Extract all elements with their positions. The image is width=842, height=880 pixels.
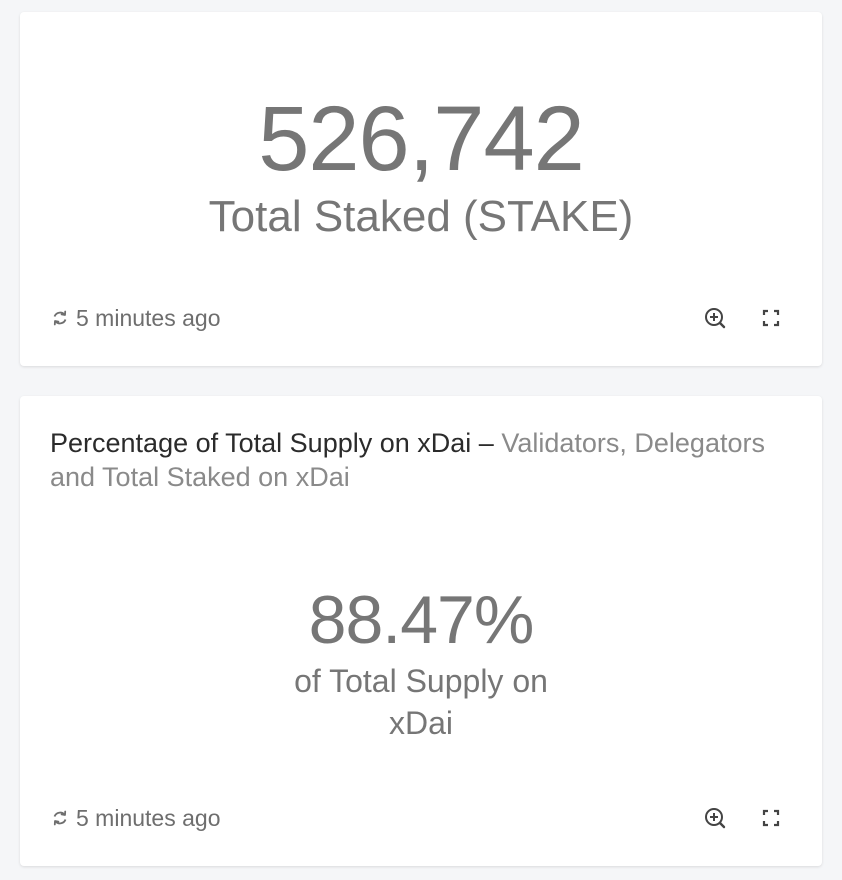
zoom-in-icon <box>705 308 726 329</box>
fullscreen-icon <box>762 309 780 327</box>
zoom-in-icon <box>705 808 726 829</box>
fullscreen-button[interactable] <box>758 805 784 831</box>
fullscreen-icon <box>762 809 780 827</box>
supply-percentage-label: of Total Supply on xDai <box>294 663 548 741</box>
last-updated-text: 5 minutes ago <box>76 305 221 331</box>
card-footer: 5 minutes ago <box>50 803 792 833</box>
card-title-text: Percentage of Total Supply on xDai <box>50 428 472 458</box>
total-staked-card: 526,742 Total Staked (STAKE) 5 minutes a… <box>20 12 822 366</box>
card-subtitle: Validators, Delegators and Total Staked … <box>50 428 765 492</box>
card-footer: 5 minutes ago <box>50 303 792 333</box>
supply-percentage-value: 88.47% <box>308 582 535 658</box>
supply-percentage-card: Percentage of Total Supply on xDai – Val… <box>20 396 822 866</box>
last-updated-text: 5 minutes ago <box>76 805 221 831</box>
total-staked-label: Total Staked (STAKE) <box>208 192 634 241</box>
zoom-button[interactable] <box>702 805 728 831</box>
last-updated: 5 minutes ago <box>50 803 220 833</box>
fullscreen-button[interactable] <box>758 305 784 331</box>
card-title: Percentage of Total Supply on xDai – Val… <box>50 426 770 494</box>
refresh-icon <box>53 310 67 326</box>
total-staked-value: 526,742 <box>258 88 585 190</box>
zoom-button[interactable] <box>702 305 728 331</box>
title-separator: – <box>478 428 494 458</box>
last-updated: 5 minutes ago <box>50 303 220 333</box>
refresh-icon <box>53 810 67 826</box>
